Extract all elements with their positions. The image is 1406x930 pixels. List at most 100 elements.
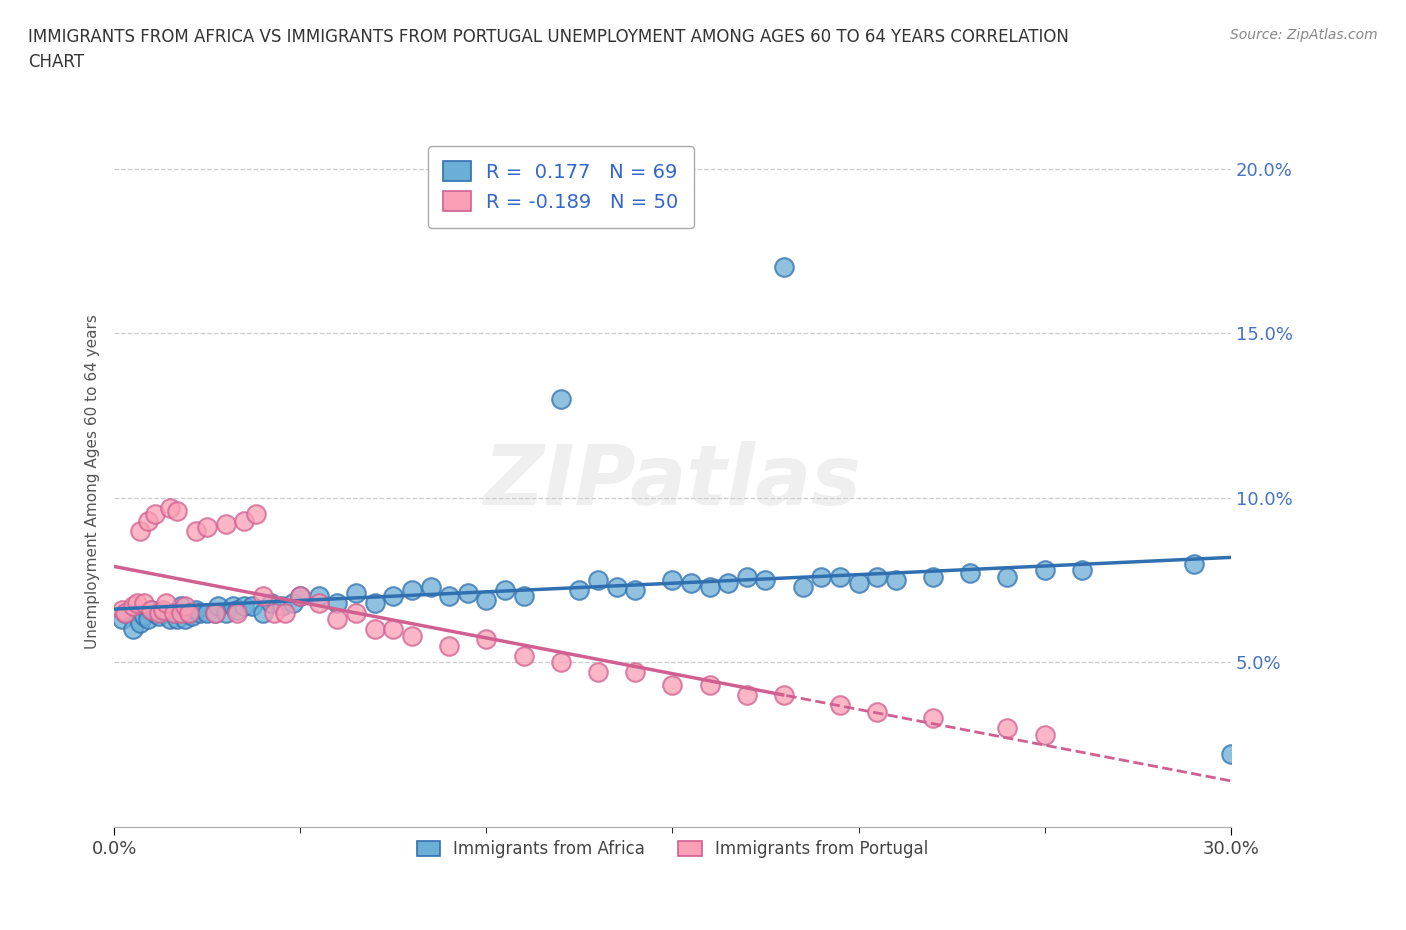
Point — [568, 582, 591, 597]
Point — [866, 704, 889, 719]
Point — [624, 665, 647, 680]
Point — [437, 589, 460, 604]
Point — [997, 721, 1019, 736]
Point — [290, 589, 312, 604]
Point — [148, 605, 170, 620]
Point — [166, 612, 188, 627]
Point — [143, 507, 166, 522]
Point — [274, 605, 297, 620]
Point — [1033, 563, 1056, 578]
Point — [181, 609, 204, 624]
Point — [922, 711, 945, 725]
Point — [512, 589, 534, 604]
Point — [624, 582, 647, 597]
Point — [828, 569, 851, 584]
Point — [129, 616, 152, 631]
Point — [215, 517, 238, 532]
Point — [326, 612, 349, 627]
Point — [129, 524, 152, 538]
Point — [810, 569, 832, 584]
Point — [215, 605, 238, 620]
Point — [606, 579, 628, 594]
Point — [195, 520, 218, 535]
Point — [364, 622, 387, 637]
Point — [512, 648, 534, 663]
Point — [141, 602, 163, 617]
Point — [252, 605, 274, 620]
Point — [252, 589, 274, 604]
Point — [170, 605, 193, 620]
Point — [166, 503, 188, 518]
Point — [437, 638, 460, 653]
Point — [773, 687, 796, 702]
Point — [717, 576, 740, 591]
Point — [997, 569, 1019, 584]
Point — [344, 586, 367, 601]
Point — [184, 524, 207, 538]
Point — [586, 573, 609, 588]
Point — [132, 595, 155, 610]
Point — [121, 599, 143, 614]
Point — [222, 599, 245, 614]
Point — [1219, 747, 1241, 762]
Point — [114, 605, 136, 620]
Point — [735, 569, 758, 584]
Point — [364, 595, 387, 610]
Point — [792, 579, 814, 594]
Point — [114, 605, 136, 620]
Point — [159, 612, 181, 627]
Point — [125, 595, 148, 610]
Point — [550, 392, 572, 406]
Point — [457, 586, 479, 601]
Point — [401, 629, 423, 644]
Point — [1182, 556, 1205, 571]
Point — [159, 500, 181, 515]
Point — [263, 605, 285, 620]
Point — [848, 576, 870, 591]
Point — [866, 569, 889, 584]
Point — [111, 612, 134, 627]
Point — [475, 592, 498, 607]
Text: ZIPatlas: ZIPatlas — [484, 441, 862, 522]
Point — [143, 605, 166, 620]
Point — [111, 602, 134, 617]
Point — [494, 582, 516, 597]
Point — [152, 605, 174, 620]
Point — [661, 573, 683, 588]
Point — [281, 595, 304, 610]
Point — [308, 595, 330, 610]
Point — [401, 582, 423, 597]
Point — [270, 599, 292, 614]
Point — [148, 609, 170, 624]
Point — [233, 599, 256, 614]
Text: IMMIGRANTS FROM AFRICA VS IMMIGRANTS FROM PORTUGAL UNEMPLOYMENT AMONG AGES 60 TO: IMMIGRANTS FROM AFRICA VS IMMIGRANTS FRO… — [28, 28, 1069, 71]
Point — [240, 599, 263, 614]
Point — [586, 665, 609, 680]
Point — [550, 655, 572, 670]
Point — [233, 513, 256, 528]
Y-axis label: Unemployment Among Ages 60 to 64 years: Unemployment Among Ages 60 to 64 years — [86, 313, 100, 649]
Point — [177, 605, 200, 620]
Point — [177, 605, 200, 620]
Point — [132, 609, 155, 624]
Point — [959, 566, 981, 581]
Point — [922, 569, 945, 584]
Point — [1070, 563, 1092, 578]
Point — [207, 599, 229, 614]
Point — [226, 605, 249, 620]
Point — [828, 698, 851, 712]
Point — [141, 602, 163, 617]
Point — [382, 622, 405, 637]
Point — [163, 605, 186, 620]
Point — [245, 507, 267, 522]
Point — [290, 589, 312, 604]
Point — [419, 579, 441, 594]
Point — [308, 589, 330, 604]
Point — [735, 687, 758, 702]
Point — [699, 678, 721, 693]
Point — [661, 678, 683, 693]
Point — [155, 595, 177, 610]
Point — [121, 622, 143, 637]
Point — [681, 576, 703, 591]
Point — [136, 513, 159, 528]
